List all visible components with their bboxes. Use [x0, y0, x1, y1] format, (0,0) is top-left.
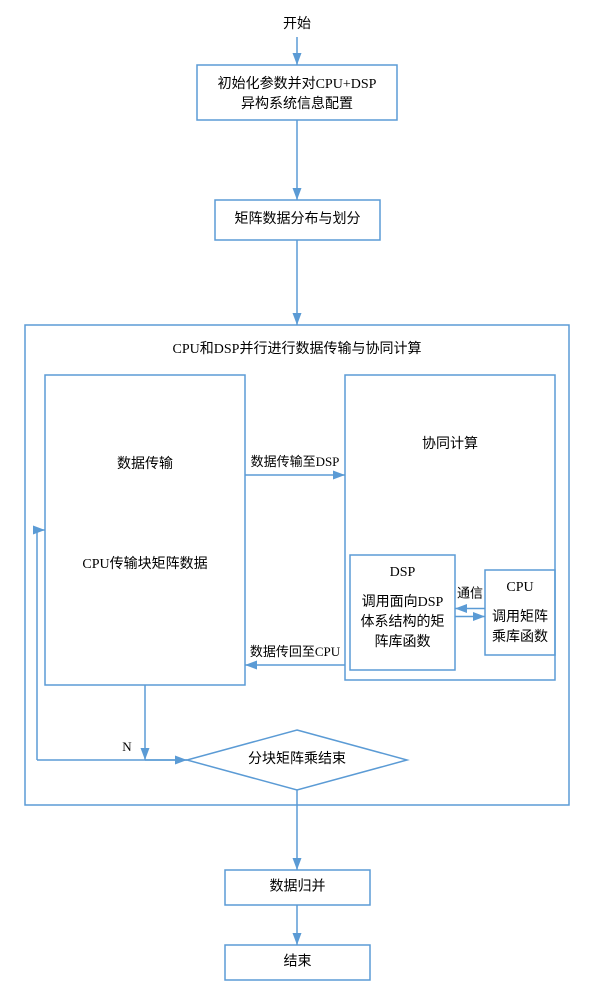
svg-text:阵库函数: 阵库函数: [375, 634, 431, 650]
svg-text:数据传输至DSP: 数据传输至DSP: [251, 454, 340, 469]
svg-text:体系结构的矩: 体系结构的矩: [361, 614, 445, 630]
dsp-box: DSP 调用面向DSP 体系结构的矩阵库函数: [350, 555, 455, 670]
svg-text:N: N: [122, 739, 132, 754]
partition-box: 矩阵数据分布与划分: [215, 200, 380, 240]
svg-text:DSP: DSP: [390, 565, 416, 580]
svg-text:分块矩阵乘结束: 分块矩阵乘结束: [248, 751, 346, 767]
svg-text:开始: 开始: [283, 16, 311, 32]
svg-text:数据归并: 数据归并: [270, 878, 326, 895]
svg-text:异构系统信息配置: 异构系统信息配置: [241, 95, 353, 112]
decision-diamond: 分块矩阵乘结束: [187, 730, 407, 790]
start-label: 开始: [283, 16, 311, 32]
svg-text:数据传回至CPU: 数据传回至CPU: [250, 644, 341, 659]
svg-text:通信: 通信: [457, 585, 483, 600]
svg-text:调用矩阵: 调用矩阵: [492, 609, 548, 625]
cpu-box: CPU 调用矩阵乘库函数: [485, 570, 555, 655]
svg-text:数据传输: 数据传输: [117, 456, 173, 472]
svg-text:乘库函数: 乘库函数: [492, 629, 548, 645]
end-box: 结束: [225, 945, 370, 980]
svg-text:CPU传输块矩阵数据: CPU传输块矩阵数据: [82, 556, 207, 572]
svg-text:CPU: CPU: [506, 580, 533, 595]
svg-text:调用面向DSP: 调用面向DSP: [362, 594, 444, 610]
data-transfer-box: 数据传输 CPU传输块矩阵数据: [45, 375, 245, 685]
svg-text:结束: 结束: [284, 954, 312, 970]
svg-text:协同计算: 协同计算: [422, 436, 478, 452]
svg-text:矩阵数据分布与划分: 矩阵数据分布与划分: [235, 211, 361, 227]
svg-text:CPU和DSP并行进行数据传输与协同计算: CPU和DSP并行进行数据传输与协同计算: [173, 341, 422, 357]
init-box: 初始化参数并对CPU+DSP 异构系统信息配置: [197, 65, 397, 120]
merge-box: 数据归并: [225, 870, 370, 905]
svg-text:初始化参数并对CPU+DSP: 初始化参数并对CPU+DSP: [218, 75, 377, 92]
